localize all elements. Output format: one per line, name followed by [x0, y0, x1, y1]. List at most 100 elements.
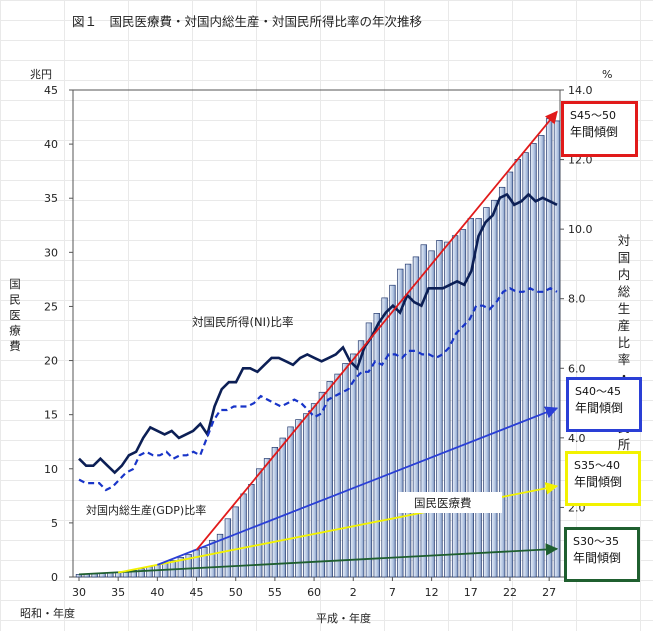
medical-cost-bar [240, 493, 247, 578]
medical-cost-bar [193, 549, 200, 578]
x-tick-label: 45 [190, 586, 204, 599]
right-tick-label: 8.0 [568, 293, 586, 306]
right-axis-label-char: 総 [618, 284, 631, 299]
medical-cost-bar [271, 446, 279, 578]
medical-cost-bar [459, 229, 467, 578]
medical-cost-bar [224, 518, 232, 578]
x-tick-label: 27 [542, 586, 556, 599]
left-tick-label: 10 [44, 463, 58, 476]
left-axis-label: 国民医療費 [9, 277, 21, 353]
era-showa-label: 昭和・年度 [20, 606, 75, 620]
right-tick-label: 10.0 [568, 223, 593, 236]
medical-cost-bar [350, 353, 357, 578]
x-tick-label: 17 [464, 586, 478, 599]
bar-label-box [398, 492, 502, 513]
medical-cost-bar [318, 391, 326, 578]
right-axis-label-char: 生 [618, 301, 631, 316]
right-axis-label-char: 国 [618, 250, 631, 265]
medical-cost-bar [412, 256, 420, 578]
callout-note: 年間傾倒 [574, 475, 623, 489]
medical-cost-bar [491, 199, 498, 578]
chart-title: 図１ 国民医療費・対国内総生産・対国民所得比率の年次推移 [72, 14, 422, 29]
medical-cost-bar [397, 268, 404, 578]
medical-cost-bar [201, 547, 208, 578]
medical-cost-bar [256, 468, 263, 578]
medical-cost-bar [514, 159, 521, 578]
medical-cost-bar [130, 570, 138, 578]
trend-callout-box: S40〜45 年間傾倒 [566, 377, 642, 432]
left-axis-label-char: 国 [9, 277, 21, 291]
medical-cost-bar [373, 313, 380, 578]
medical-cost-bar [138, 568, 145, 578]
medical-cost-bar [185, 554, 192, 578]
medical-cost-bar [444, 241, 451, 578]
gdp-ratio-line [78, 287, 558, 492]
left-tick-label: 30 [44, 246, 58, 259]
x-tick-label: 2 [350, 586, 357, 599]
medical-cost-bar [310, 403, 318, 578]
right-axis-label-char: 比 [618, 335, 631, 350]
left-unit-label: 兆円 [30, 68, 52, 81]
callout-range: S40〜45 [575, 385, 621, 398]
era-heisei-label: 平成・年度 [316, 611, 371, 625]
left-axis-label-char: 費 [9, 339, 21, 353]
trend-callout-box: S30〜35 年間傾倒 [564, 527, 640, 582]
medical-cost-bar [530, 143, 537, 578]
left-axis-label-char: 医 [9, 308, 21, 322]
x-tick-label: 12 [425, 586, 439, 599]
medical-cost-bar [506, 171, 514, 578]
medical-cost-bar [404, 263, 412, 578]
medical-cost-bar [428, 250, 435, 578]
x-tick-label: 55 [268, 586, 282, 599]
medical-cost-bar [326, 381, 333, 578]
medical-cost-bar [389, 284, 396, 578]
x-tick-label: 50 [229, 586, 243, 599]
trend-callout-box: S35〜40 年間傾倒 [565, 451, 641, 506]
medical-cost-bar [522, 152, 529, 578]
right-axis-label-char: 産 [618, 318, 631, 333]
left-tick-label: 35 [44, 192, 58, 205]
left-tick-label: 15 [44, 409, 58, 422]
trend-arrow [195, 110, 558, 551]
medical-cost-bar [357, 340, 365, 578]
right-axis-label-char: 対 [618, 233, 631, 248]
callout-note: 年間傾倒 [575, 401, 624, 415]
left-tick-label: 45 [44, 84, 58, 97]
x-tick-label: 7 [389, 586, 396, 599]
trend-callout-box: S45〜50 年間傾倒 [561, 101, 638, 157]
medical-cost-bar [545, 118, 553, 578]
medical-cost-bar [420, 244, 427, 578]
medical-cost-bar [451, 235, 459, 578]
medical-cost-bar [263, 458, 271, 578]
callout-range: S35〜40 [574, 459, 620, 472]
left-y-axis-ticks: 0 5 10 15 20 25 30 35 40 45 [44, 84, 73, 584]
medical-cost-bar [334, 373, 341, 578]
medical-cost-bar [381, 297, 388, 578]
right-axis-label-char: 内 [618, 267, 631, 282]
ratio-lines [78, 192, 558, 492]
right-tick-label: 14.0 [568, 84, 593, 97]
medical-cost-bar [216, 533, 224, 578]
medical-cost-bar [177, 557, 185, 578]
x-tick-label: 30 [72, 586, 86, 599]
left-tick-label: 0 [51, 571, 58, 584]
right-axis-label-char: 所 [618, 437, 631, 452]
left-tick-label: 20 [44, 355, 58, 368]
medical-cost-bar [498, 186, 506, 578]
left-tick-label: 5 [51, 517, 58, 530]
bar-series-label: 国民医療費 [414, 496, 472, 510]
medical-cost-bar [365, 322, 373, 578]
right-tick-label: 4.0 [568, 432, 586, 445]
right-unit-label: % [602, 68, 612, 81]
left-tick-label: 40 [44, 138, 58, 151]
x-tick-label: 60 [307, 586, 321, 599]
medical-cost-bar [342, 363, 349, 578]
right-y-axis-ticks: 0.02.04.06.08.010.012.014.0 [560, 84, 593, 584]
medical-cost-bar [303, 413, 310, 578]
trend-arrow [157, 406, 559, 566]
callout-note: 年間傾倒 [573, 551, 622, 565]
x-axis-ticks: 30 35 40 45 50 55 60 2 7 12 17 22 27 [72, 577, 556, 599]
ni-series-label: 対国民所得(NI)比率 [192, 315, 293, 329]
callout-note: 年間傾倒 [570, 125, 619, 139]
